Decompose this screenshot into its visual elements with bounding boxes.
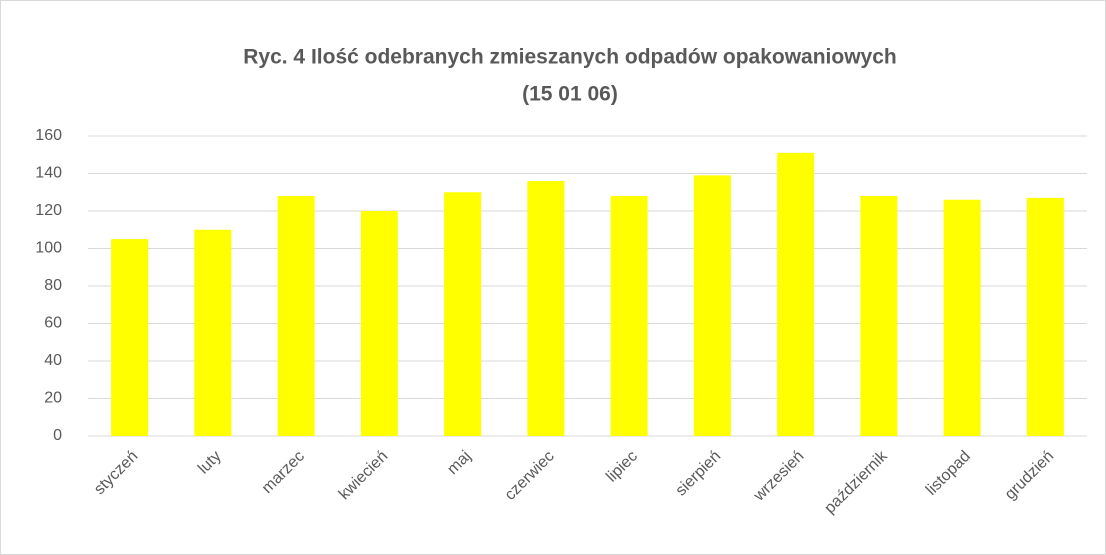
chart-title: Ryc. 4 Ilość odebranych zmieszanych odpa… (243, 46, 897, 69)
y-tick-label: 0 (53, 427, 62, 444)
bar (943, 199, 981, 436)
y-tick-label: 100 (35, 240, 62, 257)
y-tick-label: 60 (44, 315, 62, 332)
y-tick-label: 80 (44, 277, 62, 294)
bar (277, 196, 315, 436)
y-tick-label: 20 (44, 390, 62, 407)
chart-title: (15 01 06) (522, 83, 618, 106)
bar (111, 239, 149, 436)
bar (860, 196, 898, 436)
bar (693, 175, 731, 436)
bar (194, 229, 232, 436)
bar (360, 211, 398, 436)
y-tick-label: 40 (44, 352, 62, 369)
bar (610, 196, 648, 436)
bar (777, 152, 815, 436)
y-tick-label: 140 (35, 165, 62, 182)
bar (527, 181, 565, 436)
bar (444, 192, 482, 436)
y-tick-label: 160 (35, 127, 62, 144)
y-tick-label: 120 (35, 202, 62, 219)
bar (1026, 197, 1064, 436)
